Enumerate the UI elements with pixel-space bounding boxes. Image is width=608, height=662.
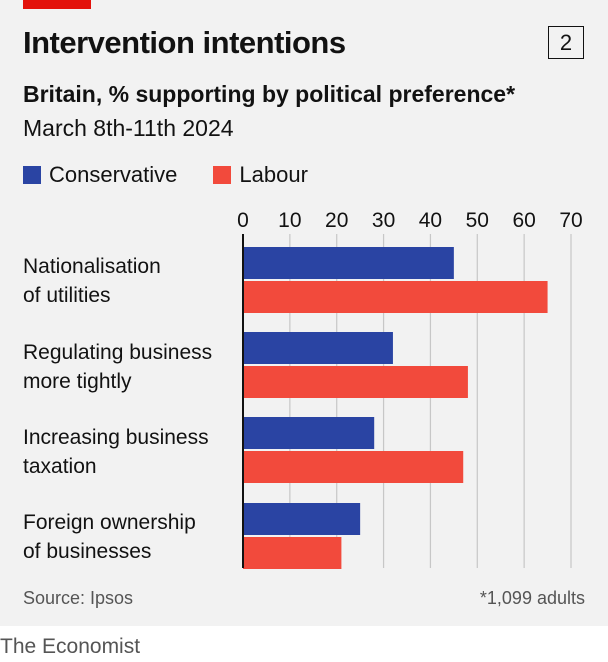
bar-conservative-0 [243,247,454,279]
chart-date: March 8th-11th 2024 [23,115,234,141]
publisher-credit: The Economist [0,635,141,658]
bar-labour-0 [243,281,548,313]
legend-item-labour: Labour [213,162,308,188]
category-label-line: Foreign ownership [23,511,196,534]
category-label-taxation: Increasing business taxation [23,423,209,481]
chart-subtitle: Britain, % supporting by political prefe… [23,81,516,107]
x-tick-label: 60 [512,209,535,232]
bar-labour-2 [243,451,464,483]
bar-labour-1 [243,366,468,398]
bar-conservative-3 [243,503,361,535]
footnote: *1,099 adults [479,588,585,608]
bar-conservative-1 [243,332,393,364]
category-label-line: of utilities [23,284,111,307]
legend-swatch-conservative [23,166,41,184]
category-label-regulating: Regulating business more tightly [23,338,212,396]
x-tick-label: 30 [372,209,395,232]
category-label-line: of businesses [23,540,152,563]
category-label-line: taxation [23,455,97,478]
category-label-line: more tightly [23,370,132,393]
bar-labour-3 [243,537,342,569]
category-label-nationalisation: Nationalisation of utilities [23,252,161,310]
legend-label-conservative: Conservative [49,162,178,187]
legend-item-conservative: Conservative [23,162,177,188]
category-label-line: Regulating business [23,341,213,364]
x-tick-label: 20 [325,209,348,232]
legend-label-labour: Labour [239,162,308,187]
legend-swatch-labour [213,166,232,184]
x-tick-label: 40 [419,209,442,232]
category-label-line: Increasing business [23,426,209,449]
x-tick-label: 70 [559,209,582,232]
bar-chart-plot: 0 10 20 30 40 50 60 70 [237,209,583,569]
category-label-foreign-ownership: Foreign ownership of businesses [23,508,196,566]
category-label-line: Nationalisation [23,255,161,278]
x-tick-label: 50 [466,209,489,232]
x-tick-label: 10 [278,209,301,232]
legend: Conservative Labour [23,162,344,188]
chart-number-badge: 2 [548,26,584,59]
chart-title: Intervention intentions [23,25,346,60]
source-note: Source: Ipsos [23,588,134,608]
brand-red-tab [23,0,91,9]
x-tick-label: 0 [237,209,249,232]
bar-conservative-2 [243,417,375,449]
